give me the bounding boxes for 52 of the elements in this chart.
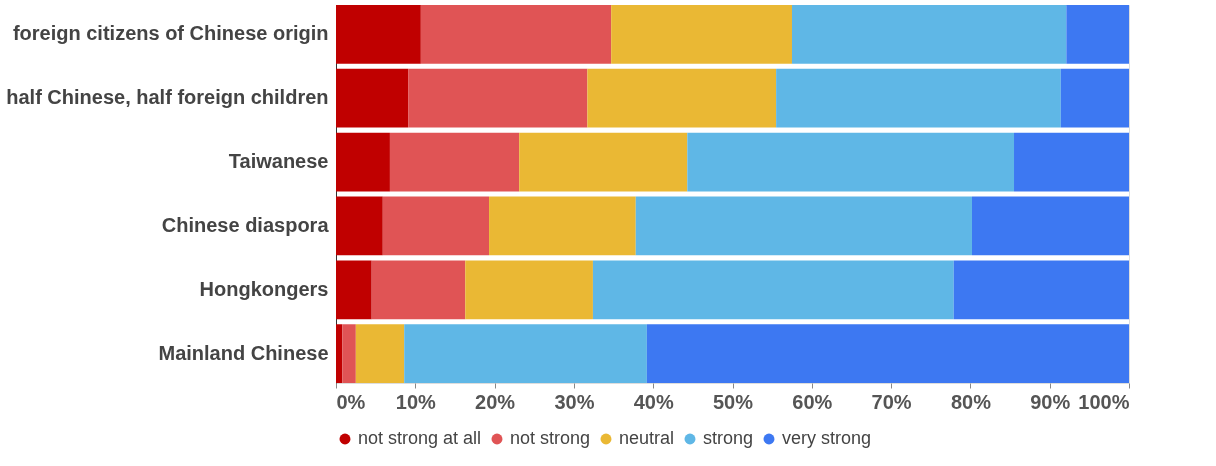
y-tick-label: Chinese diaspora — [161, 213, 330, 236]
legend-label: very strong — [782, 428, 872, 448]
bar — [1066, 5, 1129, 64]
bar — [336, 260, 372, 320]
bar — [355, 324, 405, 383]
x-tick-label: 70% — [871, 390, 912, 413]
x-tick-label: 10% — [395, 390, 437, 413]
legend-label: not strong — [510, 428, 591, 448]
bar — [776, 68, 1061, 128]
legend-label: strong — [703, 428, 754, 448]
bar — [611, 5, 792, 64]
bar — [336, 324, 343, 383]
bar — [489, 196, 636, 256]
x-tick-label: 50% — [712, 390, 754, 413]
x-tick-label: 40% — [633, 390, 674, 413]
bar — [342, 324, 356, 383]
x-tick-label: 20% — [475, 390, 516, 413]
bar — [592, 260, 954, 320]
x-tick-label: 80% — [950, 390, 992, 413]
bar — [635, 196, 972, 256]
y-tick-label: Mainland Chinese — [158, 341, 329, 364]
y-tick-label: Hongkongers — [199, 277, 329, 300]
x-tick-label: 30% — [554, 390, 595, 413]
y-tick-label: Taiwanese — [228, 150, 329, 173]
bar — [465, 260, 593, 320]
y-tick-label: half Chinese, half foreign children — [6, 86, 329, 109]
x-tick-label: 0% — [336, 390, 366, 413]
bar — [953, 260, 1129, 320]
bar — [389, 132, 520, 192]
x-tick-label: 100% — [1078, 390, 1130, 413]
bar — [971, 196, 1129, 256]
bar — [408, 68, 588, 128]
bar — [587, 68, 777, 128]
legend-label: not strong at all — [358, 428, 482, 448]
bar — [336, 68, 409, 128]
bar — [646, 324, 1129, 383]
bar — [1060, 68, 1129, 128]
bar — [519, 132, 688, 192]
y-tick-label: foreign citizens of Chinese origin — [12, 22, 329, 45]
bar — [404, 324, 647, 383]
bar — [371, 260, 466, 320]
x-tick-label: 90% — [1030, 390, 1071, 413]
legend-label: neutral — [619, 428, 675, 448]
bar — [791, 5, 1067, 64]
bar — [1014, 132, 1129, 192]
bar — [336, 132, 390, 192]
bar — [382, 196, 490, 256]
bar — [687, 132, 1015, 192]
bar — [336, 196, 383, 256]
x-tick-label: 60% — [792, 390, 833, 413]
bar — [336, 5, 421, 64]
bar — [420, 5, 612, 64]
